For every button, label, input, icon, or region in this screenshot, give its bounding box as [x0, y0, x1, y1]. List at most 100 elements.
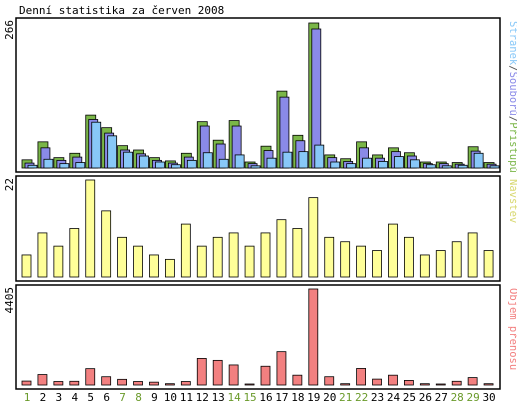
bar-pages-day-18: [298, 151, 309, 169]
bar-pages-day-6: [107, 135, 118, 169]
bar-kbytes-day-26: [419, 383, 430, 386]
bar-visits-day-13: [212, 236, 223, 278]
bar-pages-day-14: [234, 154, 245, 169]
x-tick-label-day-11: 11: [180, 391, 193, 404]
bar-kbytes-day-9: [149, 381, 159, 386]
y-max-label: 266: [3, 20, 16, 40]
x-tick-label-day-25: 25: [403, 391, 416, 404]
x-tick-label-day-24: 24: [387, 391, 401, 404]
bar-visits-day-22: [356, 245, 367, 278]
bar-visits-day-15: [244, 245, 255, 278]
bar-kbytes-day-21: [340, 383, 351, 386]
chart-panels: 266Stránek/Souborů/Přístupů22Návštěv4405…: [3, 17, 517, 390]
bar-visits-day-11: [180, 223, 191, 278]
x-tick-label-day-19: 19: [307, 391, 320, 404]
x-tick-label-day-5: 5: [87, 391, 94, 404]
legend-item-visits: Návštěv: [507, 179, 517, 223]
bar-pages-day-19: [314, 144, 325, 169]
legend-item-pages: Stránek: [507, 21, 517, 66]
legend-separator: /: [507, 65, 517, 71]
bar-kbytes-day-8: [133, 381, 143, 386]
bar-visits-day-7: [117, 236, 127, 278]
panel-visits: 22 Návštěv: [3, 175, 517, 282]
x-tick-label-day-4: 4: [71, 391, 78, 404]
bar-pages-day-10: [170, 164, 181, 169]
x-tick-label-day-27: 27: [435, 391, 448, 404]
bar-visits-day-16: [260, 232, 271, 278]
bar-visits-day-10: [164, 258, 175, 278]
bar-kbytes-day-3: [53, 381, 64, 386]
bar-pages-day-15: [250, 165, 261, 169]
bar-pages-day-13: [218, 158, 229, 169]
bar-pages-day-20: [330, 161, 341, 169]
bar-kbytes-day-1: [21, 380, 32, 386]
bar-visits-day-6: [101, 210, 112, 278]
x-tick-label-day-3: 3: [56, 391, 63, 404]
bar-kbytes-day-23: [372, 378, 382, 386]
bar-visits-day-14: [228, 232, 239, 278]
bar-visits-day-26: [419, 254, 430, 278]
bar-kbytes-day-19: [308, 288, 319, 386]
bar-kbytes-day-20: [324, 376, 335, 386]
bar-visits-day-5: [85, 179, 96, 278]
bar-pages-day-30: [489, 165, 500, 169]
bar-pages-day-21: [346, 163, 357, 169]
bar-kbytes-day-17: [276, 351, 287, 386]
bar-pages-day-28: [457, 164, 468, 169]
legend-item-hits: Přístupů: [507, 122, 517, 173]
bar-visits-day-29: [467, 232, 478, 278]
x-tick-label-day-7: 7: [119, 391, 126, 404]
bar-visits-day-12: [196, 245, 207, 278]
bar-kbytes-day-25: [403, 380, 414, 386]
bar-pages-day-12: [202, 152, 213, 169]
bar-pages-day-1: [27, 164, 38, 169]
bar-pages-day-29: [473, 152, 484, 169]
x-tick-label-day-15: 15: [243, 391, 256, 404]
bar-kbytes-day-27: [435, 383, 446, 386]
bar-visits-day-19: [308, 197, 319, 278]
bar-kbytes-day-15: [244, 383, 255, 386]
bar-kbytes-day-4: [69, 380, 80, 386]
bar-visits-day-3: [53, 245, 64, 278]
bar-visits-day-17: [276, 219, 287, 278]
x-tick-label-day-9: 9: [151, 391, 158, 404]
bar-visits-day-4: [69, 228, 80, 278]
bar-pages-day-26: [425, 164, 436, 169]
panel-legend: Stránek/Souborů/Přístupů: [507, 21, 517, 173]
bar-kbytes-day-16: [260, 365, 271, 386]
x-tick-label-day-28: 28: [451, 391, 464, 404]
bar-kbytes-day-30: [483, 383, 494, 386]
x-tick-label-day-13: 13: [212, 391, 225, 404]
bar-pages-day-2: [43, 158, 54, 169]
x-tick-label-day-2: 2: [40, 391, 47, 404]
x-tick-label-day-8: 8: [135, 391, 142, 404]
x-tick-label-day-6: 6: [103, 391, 110, 404]
bar-visits-day-1: [21, 254, 32, 278]
bar-visits-day-20: [324, 236, 335, 278]
panel-legend: Návštěv: [507, 179, 517, 223]
panel-frame: [15, 175, 501, 282]
bar-pages-day-25: [409, 159, 420, 169]
bar-kbytes-day-18: [292, 374, 303, 386]
x-tick-label-day-26: 26: [419, 391, 432, 404]
bar-visits-day-30: [483, 250, 494, 278]
legend-item-files: Souborů: [507, 72, 517, 116]
bar-kbytes-day-2: [37, 374, 48, 386]
x-tick-label-day-14: 14: [228, 391, 242, 404]
bar-kbytes-day-12: [196, 358, 207, 386]
bar-visits-day-9: [149, 254, 159, 278]
bar-visits-day-18: [292, 228, 303, 278]
bar-visits-day-28: [451, 241, 462, 278]
legend-item-kbytes: Objem přenosu: [507, 288, 517, 370]
y-max-label: 4405: [3, 287, 16, 314]
bar-kbytes-day-22: [356, 368, 367, 386]
x-tick-label-day-30: 30: [482, 391, 495, 404]
bar-kbytes-day-24: [388, 374, 398, 386]
x-tick-label-day-22: 22: [355, 391, 368, 404]
bar-pages-day-9: [155, 161, 165, 169]
x-tick-label-day-21: 21: [339, 391, 352, 404]
panel-frame: [15, 17, 501, 173]
